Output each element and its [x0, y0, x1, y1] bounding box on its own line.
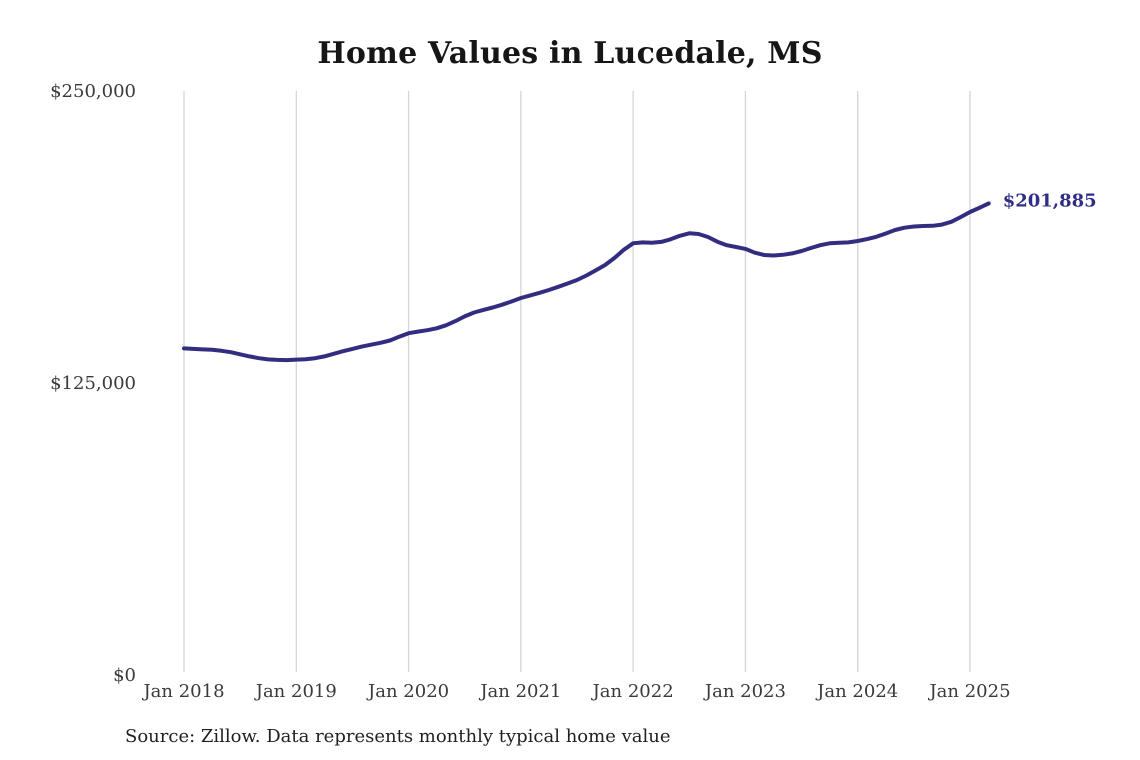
y-tick-label: $250,000 [50, 81, 136, 102]
x-tick-label: Jan 2018 [141, 681, 224, 702]
x-tick-label: Jan 2023 [703, 681, 786, 702]
y-tick-label: $125,000 [50, 373, 136, 394]
last-value-label: $201,885 [1003, 190, 1097, 211]
x-tick-label: Jan 2022 [591, 681, 674, 702]
x-tick-label: Jan 2021 [478, 681, 561, 702]
source-note: Source: Zillow. Data represents monthly … [125, 726, 671, 747]
x-tick-label: Jan 2025 [927, 681, 1010, 702]
x-tick-label: Jan 2020 [366, 681, 449, 702]
x-tick-label: Jan 2019 [254, 681, 337, 702]
chart-title: Home Values in Lucedale, MS [317, 36, 823, 71]
x-tick-label: Jan 2024 [815, 681, 898, 702]
y-tick-label: $0 [113, 665, 136, 686]
series-line [182, 201, 991, 363]
